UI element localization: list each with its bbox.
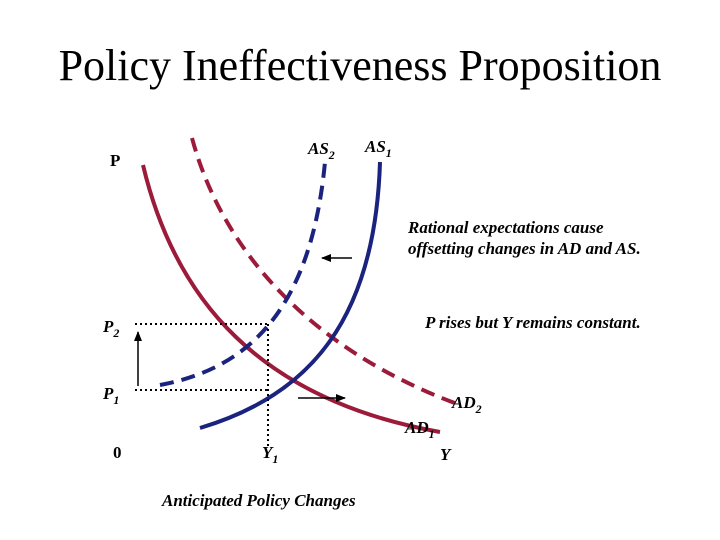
p2-label: P2	[102, 317, 119, 340]
ad1-label: AD1	[404, 418, 435, 441]
x-axis-label: Y	[440, 445, 452, 464]
ad2-curve	[190, 137, 461, 407]
price-rises-note: P rises but Y remains constant.	[425, 313, 641, 332]
y-axis-label: P	[110, 151, 120, 170]
p1-label: P1	[102, 384, 119, 407]
as2-label: AS2	[307, 139, 335, 162]
slide-title: Policy Ineffectiveness Proposition	[58, 41, 662, 90]
y1-label: Y1	[262, 443, 278, 466]
ad2-label: AD2	[451, 393, 482, 416]
as2-curve	[159, 161, 327, 387]
ad1-curve	[141, 164, 441, 434]
rational-expectations-note: Rational expectations cause offsetting c…	[408, 218, 641, 258]
as1-label: AS1	[364, 137, 392, 160]
origin-label: 0	[113, 443, 122, 462]
as1-curve	[199, 161, 382, 430]
caption: Anticipated Policy Changes	[162, 491, 356, 510]
